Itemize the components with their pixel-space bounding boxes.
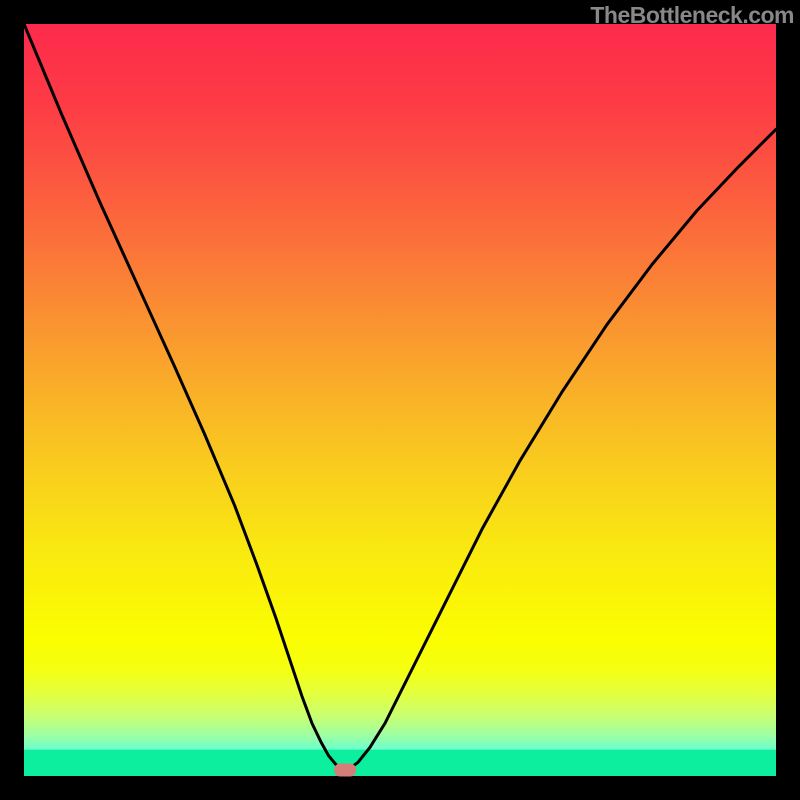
watermark-text: TheBottleneck.com [590, 0, 800, 29]
plot-gradient-background [24, 24, 776, 776]
optimal-zone-band [24, 750, 776, 776]
optimal-point-marker [334, 763, 356, 776]
